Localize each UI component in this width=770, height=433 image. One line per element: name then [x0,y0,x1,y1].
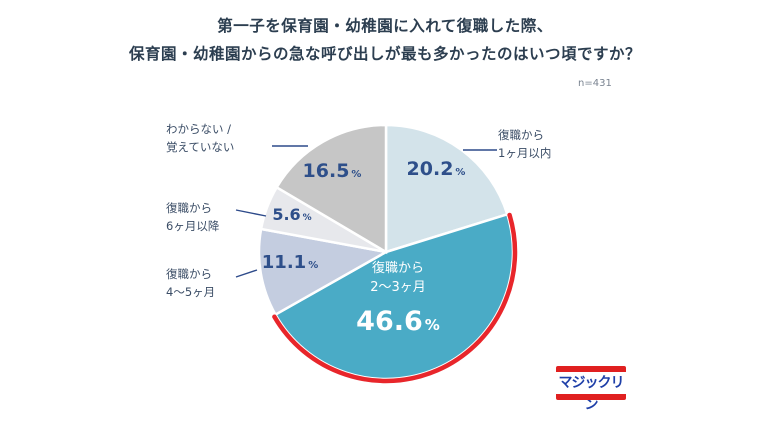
slice-1-percent-label: 20.2% [407,158,466,180]
logo-top-bar [556,366,626,372]
slice-1-category-label: 1ヶ月以内 [498,146,551,160]
slice-4-category-label: 復職から [166,201,212,215]
logo-text: マジックリン [558,375,625,413]
slice-5-category-label: 覚えていない [166,140,234,154]
slice-4-percent-label: 5.6% [272,205,311,224]
slice-labels: 20.2 % 復職から 1ヶ月以内 46.6 % 復職から 2〜3ヶ月 11.1 % 復職から 4〜5… [166,122,551,337]
slice-3-percent-label: 11.1% [262,252,318,273]
slice-1-category-label: 復職から [498,128,544,142]
slice-4-category-label: 6ヶ月以降 [166,219,220,233]
slice-3-wedge [257,227,390,317]
slice-5-percent-label: 16.5% [303,160,362,182]
slice-3-category-label: 4〜5ヶ月 [166,285,215,299]
sample-size: n=431 [578,78,612,89]
slice-1-wedge [384,123,509,254]
slice-2-category-label: 2〜3ヶ月 [370,280,426,295]
logo-bottom-bar [556,394,626,400]
slice-3-category-label: 復職から [166,267,212,281]
slice-3-leader-line [235,269,258,278]
slice-2-percent-label: 46.6% [356,306,440,337]
chart-title-line-2: 保育園・幼稚園からの急な呼び出しが最も多かったのはいつ頃ですか？ [128,45,641,63]
slice-4-leader-line [235,209,267,217]
slice-2-category-label: 復職から [372,260,424,276]
slice-5-wedge [274,123,388,255]
chart-title-line-1: 第一子を保育園・幼稚園に入れて復職した際、 [217,17,553,35]
pie-slices [257,123,515,381]
slice-5-category-label: わからない / [166,122,231,136]
leader-lines [235,145,497,278]
highlight-ring [272,212,518,384]
brand-logo: マジックリン [556,366,626,413]
highlight-arc [272,212,518,384]
